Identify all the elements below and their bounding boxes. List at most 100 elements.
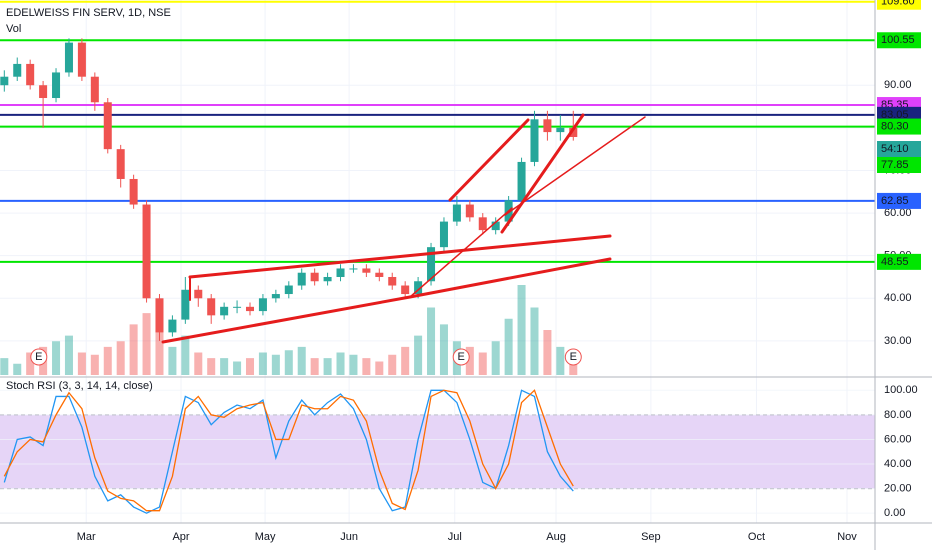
- candle-body: [64, 42, 73, 73]
- y2-tick-label: 60.00: [884, 433, 912, 445]
- candle-body: [414, 281, 423, 295]
- candle-body: [323, 276, 332, 282]
- level-label-box: [877, 253, 921, 270]
- level-label: 80.30: [881, 120, 909, 132]
- volume-label: Vol: [6, 23, 21, 35]
- volume-bar: [271, 354, 280, 375]
- volume-bar: [297, 346, 306, 375]
- volume-bar: [116, 341, 125, 375]
- candle-body: [181, 289, 190, 320]
- earnings-label: E: [458, 351, 465, 363]
- candle-body: [569, 127, 578, 138]
- volume-bar: [77, 352, 86, 375]
- candle-body: [349, 268, 358, 270]
- candle-body: [194, 289, 203, 299]
- volume-bar: [336, 352, 345, 375]
- x-tick-label: Aug: [546, 531, 566, 543]
- candle-body: [375, 272, 384, 277]
- trend-line: [504, 116, 646, 216]
- volume-bar: [26, 352, 35, 375]
- candle-body: [478, 217, 487, 231]
- candle-body: [207, 298, 216, 316]
- x-tick-label: Sep: [641, 531, 661, 543]
- volume-bar: [401, 346, 410, 375]
- level-label: 83.05: [881, 109, 909, 121]
- earnings-marker: [30, 348, 48, 366]
- volume-bar: [168, 346, 177, 375]
- level-label-box: [877, 192, 921, 209]
- volume-bar: [388, 354, 397, 375]
- stoch-line: [3, 389, 574, 514]
- x-tick-label: May: [255, 531, 276, 543]
- volume-bar: [245, 358, 255, 375]
- candle-body: [233, 306, 242, 308]
- x-tick-label: Oct: [748, 531, 765, 543]
- y2-tick-label: 80.00: [884, 409, 912, 421]
- y-tick-label: 30.00: [884, 335, 912, 347]
- volume-bar: [349, 354, 358, 375]
- candle-body: [77, 42, 86, 77]
- level-label: 48.55: [881, 256, 909, 268]
- volume-bar: [491, 341, 500, 375]
- level-label: 100.55: [881, 34, 915, 46]
- candle-body: [530, 119, 539, 162]
- candle-body: [465, 204, 474, 218]
- candle-body: [155, 298, 164, 333]
- candle-body: [543, 119, 552, 133]
- candle-body: [52, 72, 61, 99]
- candle-body: [310, 272, 319, 282]
- volume-bar: [427, 307, 436, 375]
- candle-body: [297, 272, 306, 286]
- candle-body: [258, 298, 267, 312]
- y-tick-label: 60.00: [884, 207, 912, 219]
- volume-bar: [194, 352, 203, 375]
- x-tick-label: Jun: [340, 531, 358, 543]
- x-tick-label: Apr: [172, 531, 189, 543]
- x-tick-label: Mar: [77, 531, 96, 543]
- volume-bar: [155, 330, 164, 375]
- volume-bar: [258, 352, 267, 375]
- volume-bar: [233, 361, 242, 375]
- y2-tick-label: 20.00: [884, 482, 912, 494]
- level-label: 62.85: [881, 195, 909, 207]
- y2-tick-label: 40.00: [884, 458, 912, 470]
- volume-bar: [375, 361, 384, 375]
- trend-line: [408, 257, 612, 299]
- volume-bar: [439, 324, 448, 375]
- x-tick-label: Nov: [837, 531, 857, 543]
- volume-bar: [414, 335, 423, 375]
- candle-body: [142, 204, 151, 299]
- volume-bar: [181, 335, 190, 375]
- volume-bar: [478, 352, 487, 375]
- volume-bar: [64, 335, 73, 375]
- volume-bar: [207, 358, 216, 375]
- candle-body: [388, 276, 397, 286]
- volume-bar: [142, 313, 151, 375]
- countdown-box: [877, 141, 921, 158]
- countdown-label: 54:10: [881, 143, 909, 155]
- earnings-label: E: [570, 351, 577, 363]
- candle-body: [245, 306, 255, 312]
- volume-bar: [52, 341, 61, 375]
- volume-bar: [90, 354, 99, 375]
- volume-bar: [362, 358, 371, 375]
- volume-bar: [310, 358, 319, 375]
- trend-lines: [161, 113, 646, 344]
- volume-bar: [543, 330, 552, 375]
- volume-bar: [220, 358, 229, 375]
- candle-body: [0, 76, 9, 86]
- earnings-label: E: [35, 351, 42, 363]
- level-label-box: [877, 0, 921, 10]
- level-label: 109.60: [881, 0, 915, 8]
- earnings-marker: [452, 348, 470, 366]
- trend-line: [161, 295, 412, 344]
- candle-body: [103, 102, 112, 150]
- candle-body: [13, 63, 22, 77]
- price-label: 77.85: [881, 159, 909, 171]
- candle-body: [336, 268, 345, 277]
- candle-body: [362, 268, 371, 273]
- candle-body: [517, 161, 526, 201]
- candle-body: [427, 247, 436, 282]
- y-tick-label: 90.00: [884, 79, 912, 91]
